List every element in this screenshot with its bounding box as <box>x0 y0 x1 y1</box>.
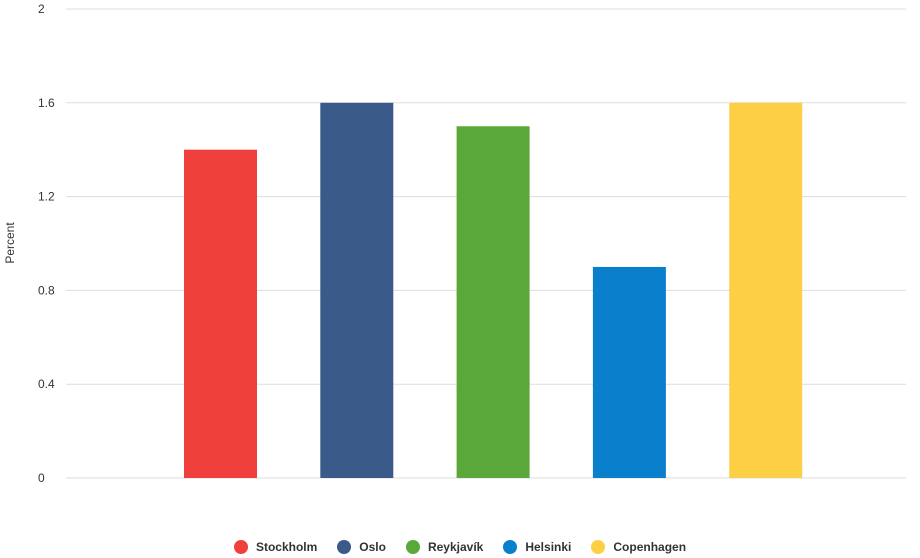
bar-chart: 0 0.4 0.8 1.2 1.6 2 Percent <box>3 2 906 485</box>
legend-swatch <box>405 540 420 554</box>
legend-swatch <box>337 540 352 554</box>
legend-label: Helsinki <box>525 540 572 554</box>
legend-item[interactable]: Reykjavík <box>405 540 484 554</box>
y-tick-label: 0.8 <box>38 283 55 297</box>
y-tick-label: 1.2 <box>38 190 55 204</box>
bar-copenhagen <box>729 102 803 479</box>
bars <box>184 102 803 479</box>
legend-swatch <box>503 540 518 554</box>
y-tick-label: 2 <box>38 2 45 16</box>
legend-item[interactable]: Oslo <box>337 540 386 554</box>
legend-label: Copenhagen <box>613 540 687 554</box>
legend: Stockholm Oslo Reykjavík Helsinki Copenhagen <box>0 537 920 557</box>
legend-item[interactable]: Copenhagen <box>591 540 686 554</box>
bar-stockholm <box>184 149 257 478</box>
y-tick-label: 1.6 <box>38 96 55 110</box>
y-axis-ticks: 0 0.4 0.8 1.2 1.6 2 <box>38 2 55 485</box>
legend-swatch <box>233 540 248 554</box>
legend-label: Stockholm <box>255 540 318 554</box>
bar-oslo <box>320 102 394 479</box>
legend-swatch <box>591 540 606 554</box>
legend-item[interactable]: Stockholm <box>233 540 318 554</box>
y-tick-label: 0.4 <box>38 377 55 391</box>
legend-label: Reykjavík <box>427 540 484 554</box>
legend-label: Oslo <box>359 540 386 554</box>
legend-item[interactable]: Helsinki <box>503 540 571 554</box>
y-tick-label: 0 <box>38 471 45 485</box>
bar-reykjavk <box>456 126 530 478</box>
bar-helsinki <box>592 266 666 478</box>
y-axis-title: Percent <box>3 222 17 264</box>
